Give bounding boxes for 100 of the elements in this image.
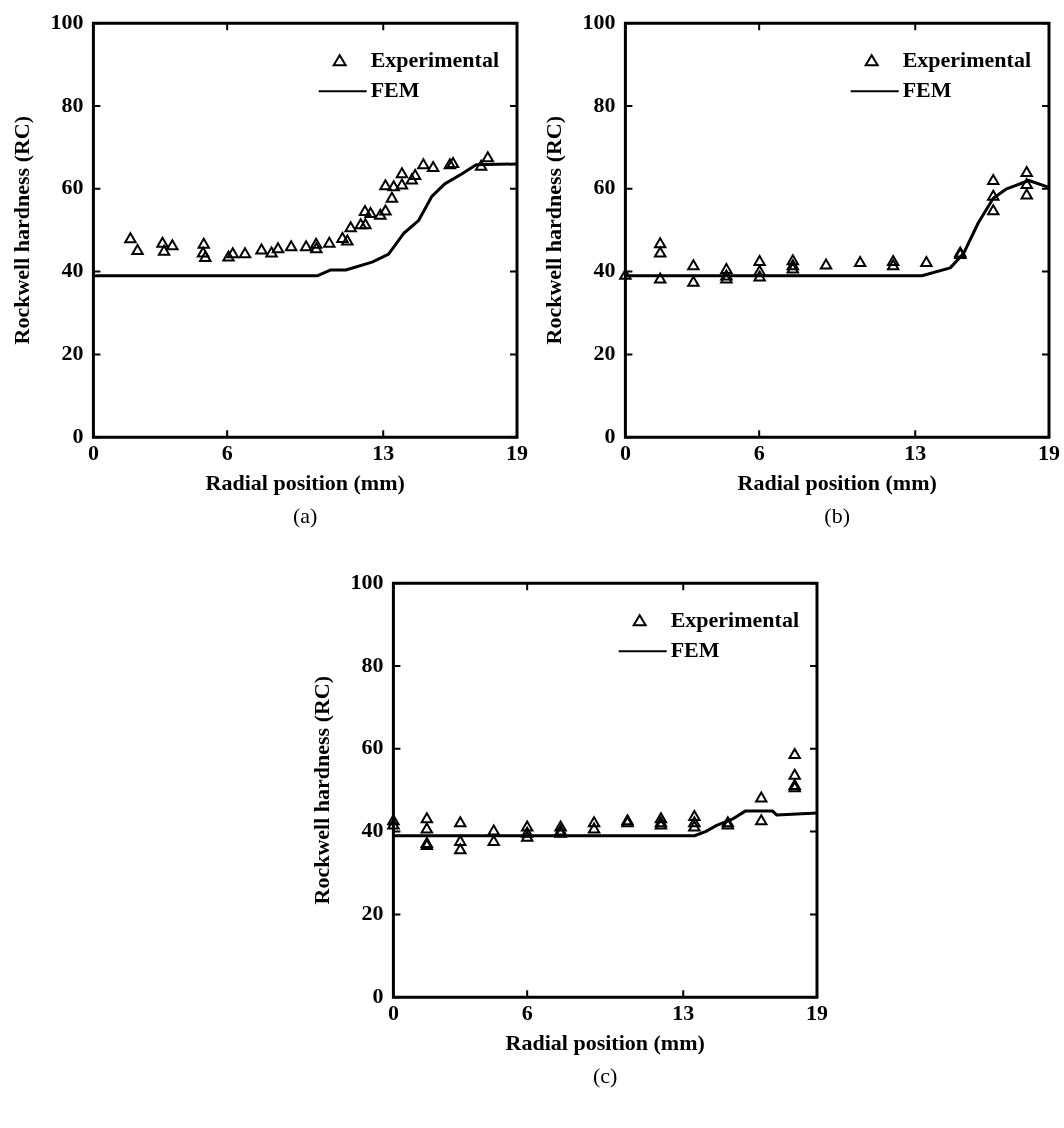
point	[374, 208, 387, 220]
point	[309, 237, 323, 249]
point	[131, 243, 144, 255]
point	[454, 843, 467, 855]
y-tick-label: 60	[593, 174, 616, 200]
point	[341, 234, 354, 246]
x-tick-label: 6	[221, 440, 233, 466]
x-tick-label: 19	[1038, 440, 1060, 466]
point	[385, 191, 399, 203]
point	[788, 768, 801, 780]
point	[358, 204, 372, 216]
point	[454, 834, 467, 846]
point	[255, 243, 268, 255]
y-axis-title: Rockwell hardness (RC)	[540, 115, 566, 345]
point	[344, 221, 357, 233]
point	[653, 237, 667, 249]
point	[920, 255, 933, 267]
point	[271, 242, 285, 254]
point	[196, 246, 210, 258]
y-tick-label: 60	[361, 734, 384, 760]
text: (a)	[292, 502, 318, 528]
point	[310, 242, 323, 254]
y-tick-label: 0	[372, 982, 384, 1008]
point	[426, 161, 440, 173]
legend-label: FEM	[370, 76, 420, 102]
point	[323, 236, 336, 248]
point	[379, 204, 392, 216]
point	[197, 237, 210, 249]
point	[753, 255, 766, 267]
legend-label: FEM	[902, 76, 952, 102]
point	[364, 207, 377, 219]
point	[687, 259, 700, 271]
point	[156, 236, 169, 248]
y-tick-label: 100	[582, 8, 616, 34]
point	[387, 818, 400, 830]
point	[788, 748, 801, 760]
point	[520, 820, 534, 832]
y-axis-title: Rockwell hardness (RC)	[308, 675, 334, 905]
point	[653, 246, 667, 258]
y-tick-label: 40	[361, 817, 384, 843]
y-tick-label: 20	[61, 340, 84, 366]
point	[379, 179, 392, 191]
point	[786, 254, 800, 266]
point	[387, 180, 400, 192]
point	[886, 255, 900, 267]
point	[336, 231, 349, 243]
point	[1020, 166, 1033, 178]
point	[819, 258, 833, 270]
point	[886, 259, 900, 271]
y-tick-label: 80	[361, 651, 384, 677]
x-tick-label: 13	[672, 1000, 695, 1026]
point	[354, 218, 367, 230]
y-tick-label: 80	[61, 91, 84, 117]
point	[653, 272, 667, 284]
x-tick-label: 6	[521, 1000, 533, 1026]
point	[238, 247, 252, 259]
y-tick-label: 0	[604, 422, 616, 448]
point	[157, 244, 171, 256]
text: (b)	[824, 502, 851, 528]
y-tick-label: 40	[61, 257, 84, 283]
point	[987, 189, 1000, 201]
point	[587, 822, 601, 834]
point	[688, 820, 701, 832]
point	[222, 250, 235, 262]
legend-label: Experimental	[902, 46, 1032, 72]
y-tick-label: 80	[593, 91, 616, 117]
y-tick-label: 60	[61, 174, 84, 200]
point	[720, 262, 733, 274]
x-axis-title: Radial position (mm)	[737, 470, 937, 496]
legend-label: Experimental	[670, 606, 800, 632]
point	[1020, 188, 1033, 200]
point	[688, 816, 701, 828]
point	[265, 246, 278, 258]
point	[688, 810, 701, 822]
point	[420, 822, 434, 834]
x-tick-label: 13	[904, 440, 927, 466]
y-tick-label: 20	[361, 900, 384, 926]
point	[395, 178, 409, 190]
point	[284, 240, 298, 252]
point	[474, 159, 488, 171]
point	[554, 820, 567, 832]
point	[395, 167, 409, 179]
y-tick-label: 40	[593, 257, 616, 283]
legend-label: Experimental	[370, 46, 500, 72]
point	[1020, 178, 1033, 190]
legend-label: FEM	[670, 636, 720, 662]
point	[417, 158, 430, 170]
point	[226, 247, 239, 259]
point	[987, 204, 1000, 216]
point	[520, 830, 534, 842]
x-axis-title: Radial position (mm)	[205, 470, 405, 496]
y-axis-title: Rockwell hardness (RC)	[8, 115, 34, 345]
y-tick-label: 20	[593, 340, 616, 366]
point	[420, 812, 434, 824]
point	[359, 218, 372, 230]
point	[166, 239, 179, 251]
x-tick-label: 13	[372, 440, 395, 466]
point	[387, 814, 400, 826]
point	[487, 824, 500, 836]
text: (c)	[592, 1062, 618, 1088]
